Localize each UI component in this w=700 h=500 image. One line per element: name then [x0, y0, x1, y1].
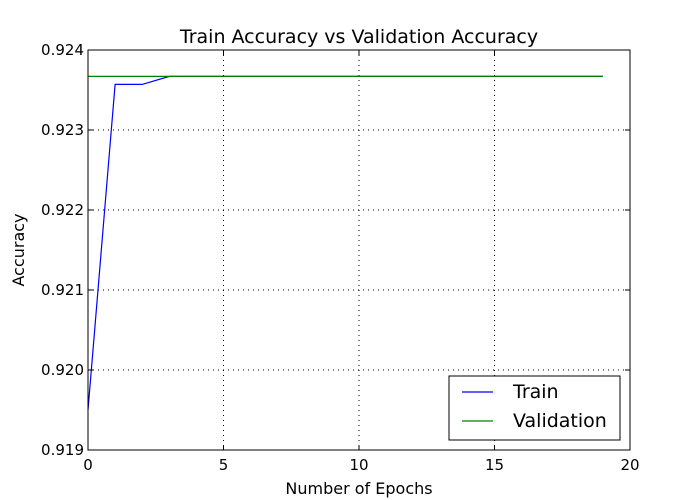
legend-label-validation: Validation	[513, 410, 607, 432]
series-line-train	[87, 75, 603, 411]
legend-box	[448, 375, 621, 441]
y-axis: 0.919 0.920 0.921 0.922 0.923 0.924	[41, 41, 630, 459]
y-axis-title: Accuracy	[9, 213, 28, 286]
x-tick-label: 10	[349, 456, 368, 474]
y-tick-label: 0.923	[41, 121, 84, 139]
legend: Train Validation	[448, 375, 621, 441]
legend-label-train: Train	[512, 381, 559, 403]
y-tick-label: 0.919	[41, 441, 84, 459]
x-tick-label: 20	[620, 456, 639, 474]
x-axis-title: Number of Epochs	[285, 479, 432, 498]
y-tick-label: 0.922	[41, 201, 84, 219]
x-tick-label: 0	[83, 456, 93, 474]
y-tick-label: 0.920	[41, 361, 84, 379]
x-tick-label: 15	[485, 456, 504, 474]
x-tick-label: 5	[219, 456, 229, 474]
y-tick-label: 0.921	[41, 281, 84, 299]
x-axis: 0 5 10 15 20	[83, 50, 640, 474]
y-tick-label: 0.924	[41, 41, 84, 59]
chart-title: Train Accuracy vs Validation Accuracy	[179, 26, 538, 48]
series-layer	[87, 75, 603, 411]
